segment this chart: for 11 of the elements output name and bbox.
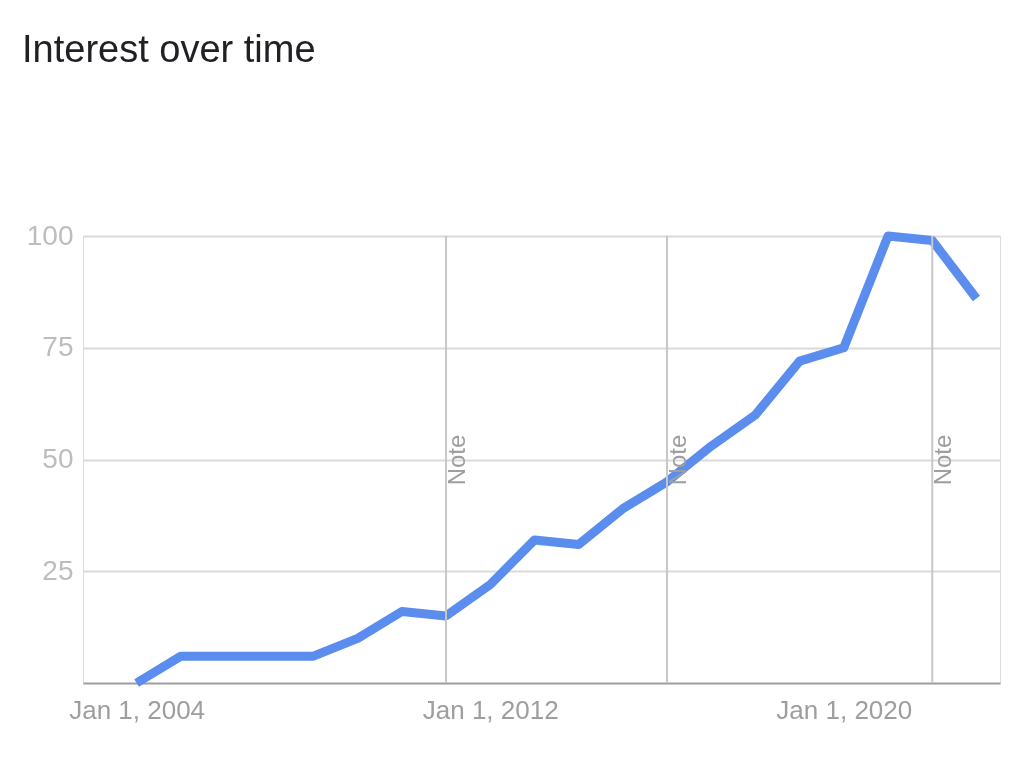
- ref-line-label: Note: [663, 434, 691, 486]
- chart-title: Interest over time: [22, 28, 316, 70]
- x-tick-label: Jan 1, 2020: [776, 694, 913, 725]
- ref-line-label: Note: [443, 434, 471, 486]
- y-tick-label: 75: [42, 331, 74, 363]
- y-tick-label: 100: [26, 219, 74, 251]
- y-tick-label: 50: [42, 443, 74, 474]
- y-tick-label: 25: [42, 554, 74, 586]
- ref-line-label: Note: [929, 434, 957, 486]
- x-tick-label: Jan 1, 2004: [69, 694, 206, 725]
- x-tick-label: Jan 1, 2012: [422, 694, 559, 725]
